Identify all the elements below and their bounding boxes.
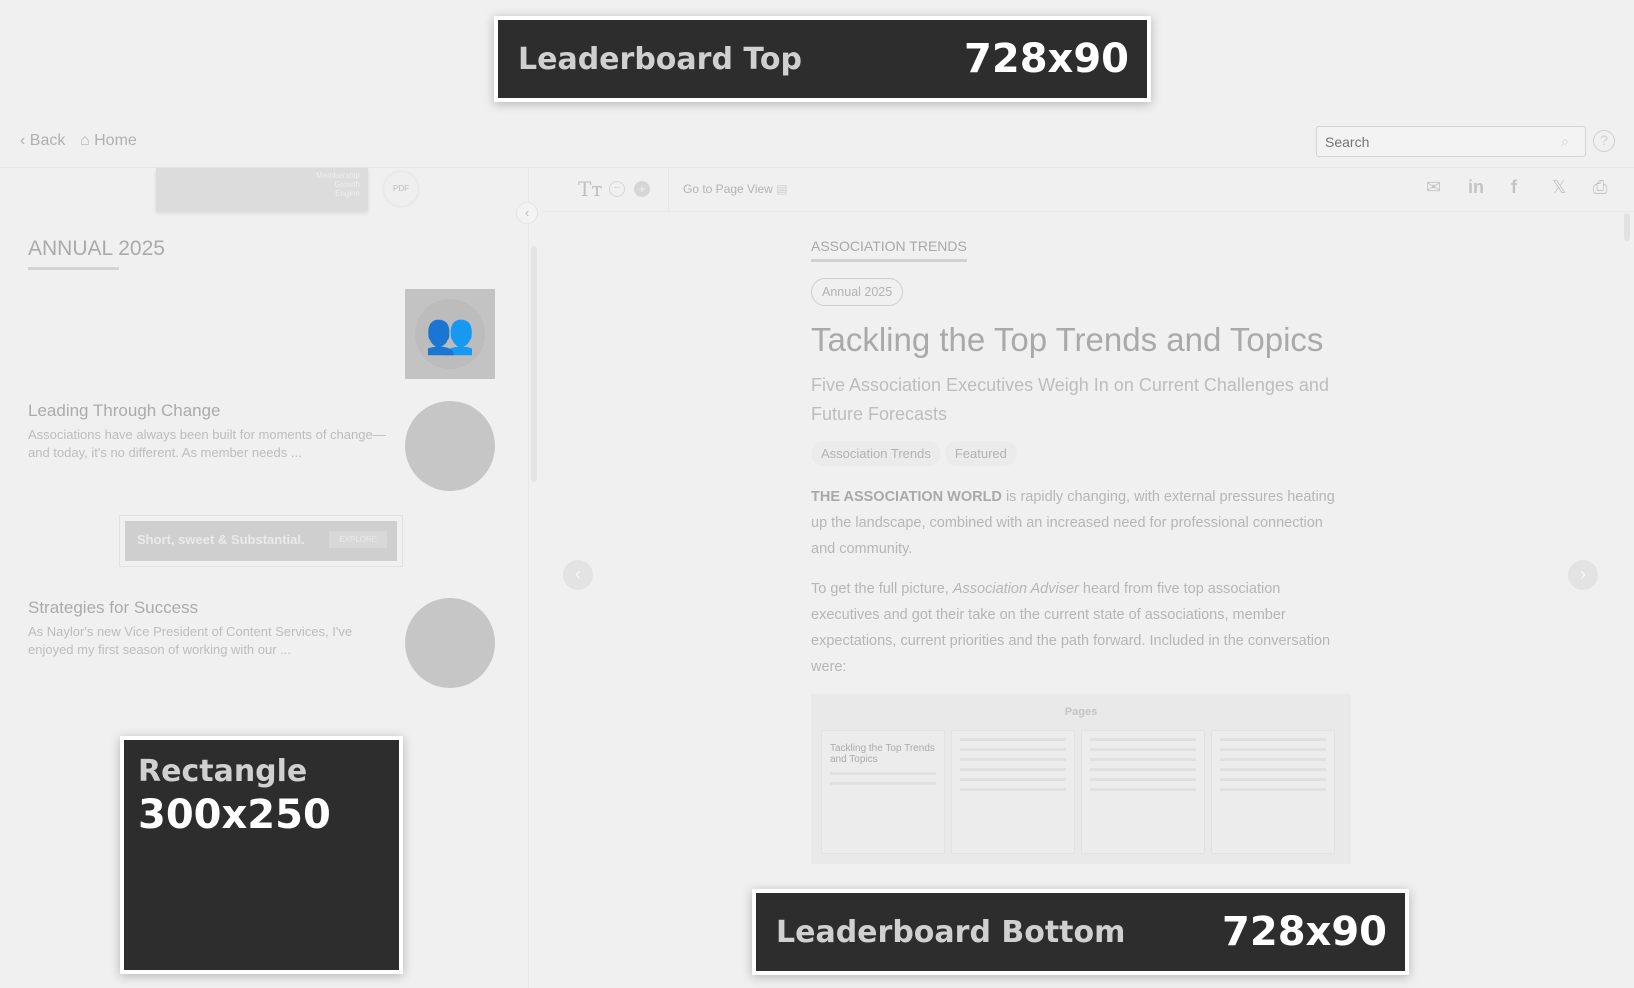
- x-icon[interactable]: 𝕏: [1552, 177, 1567, 197]
- author-photo: [405, 598, 495, 688]
- sidebar: Membership Growth Engine PDF ‹ ANNUAL 20…: [0, 168, 538, 733]
- pdf-icon: PDF: [393, 184, 409, 193]
- ad-label: Rectangle: [138, 754, 308, 789]
- page-view-label: Go to Page View: [683, 182, 773, 196]
- pages-carousel[interactable]: Pages Tackling the Top Trends and Topics: [811, 694, 1351, 864]
- list-item[interactable]: Leading Through Change Associations have…: [28, 401, 393, 462]
- thumb-title: Tackling the Top Trends and Topics: [830, 743, 935, 765]
- issue-cover-image[interactable]: Membership Growth Engine: [156, 168, 368, 211]
- article: ASSOCIATION TRENDS Annual 2025 Tackling …: [811, 238, 1351, 864]
- chevron-left-icon: ‹: [20, 132, 26, 149]
- paragraph-text: To get the full picture,: [811, 581, 953, 597]
- article-scrollbar[interactable]: [1624, 213, 1630, 241]
- home-label: Home: [94, 132, 137, 149]
- section-label[interactable]: ASSOCIATION TRENDS: [811, 238, 967, 262]
- paragraph-text: heard from five top association executiv…: [811, 581, 1331, 675]
- article-subtitle: Five Association Executives Weigh In on …: [811, 375, 1329, 424]
- help-icon[interactable]: ?: [1593, 130, 1615, 152]
- item-title: Strategies for Success: [28, 598, 199, 617]
- sidebar-scrollbar[interactable]: [531, 246, 537, 482]
- item-title: Leading Through Change: [28, 401, 221, 420]
- article-thumbnail[interactable]: 👥: [405, 289, 495, 379]
- page-thumbnail[interactable]: [1211, 730, 1335, 854]
- page-thumbnail[interactable]: [1081, 730, 1205, 854]
- ad-size: 728x90: [964, 36, 1129, 82]
- promo-banner[interactable]: Short, sweet & Substantial. EXPLORE: [119, 515, 403, 567]
- rectangle-ad[interactable]: Rectangle 300x250: [120, 736, 403, 974]
- email-icon[interactable]: ✉: [1426, 177, 1442, 197]
- back-label: Back: [29, 132, 66, 149]
- people-icon: 👥: [415, 299, 485, 369]
- toolbar-divider: [668, 168, 669, 212]
- title-underline: [28, 267, 119, 270]
- increase-text-button[interactable]: +: [634, 181, 650, 197]
- paragraph: THE ASSOCIATION WORLD is rapidly changin…: [811, 484, 1351, 562]
- pdf-button[interactable]: PDF: [384, 172, 418, 206]
- explore-button[interactable]: EXPLORE: [329, 531, 387, 548]
- home-link[interactable]: ⌂ Home: [80, 132, 137, 150]
- ad-label: Leaderboard Top: [518, 42, 802, 77]
- promo-text: Short, sweet & Substantial.: [137, 532, 305, 547]
- article-title: Tackling the Top Trends and Topics: [811, 321, 1324, 358]
- home-icon: ⌂: [80, 132, 90, 149]
- page-view-icon: ▤: [776, 182, 788, 196]
- leaderboard-top-ad[interactable]: Leaderboard Top 728x90: [494, 16, 1151, 102]
- issue-title: ANNUAL 2025: [28, 237, 165, 260]
- ad-size: 300x250: [138, 792, 331, 838]
- page-thumbnail[interactable]: [951, 730, 1075, 854]
- paragraph: To get the full picture, Association Adv…: [811, 576, 1351, 680]
- text-size-icon: Tт: [578, 177, 603, 201]
- previous-article-button[interactable]: ‹: [563, 560, 593, 590]
- next-article-button[interactable]: ›: [1568, 560, 1598, 590]
- top-nav-bar: [0, 118, 1634, 168]
- tag[interactable]: Featured: [944, 441, 1017, 466]
- decrease-text-button[interactable]: −: [609, 181, 625, 197]
- item-desc: Associations have always been built for …: [28, 427, 386, 460]
- print-icon[interactable]: ⎙: [1593, 177, 1608, 197]
- facebook-icon[interactable]: f: [1511, 177, 1517, 197]
- back-link[interactable]: ‹ Back: [20, 132, 65, 150]
- cover-text: Membership Growth Engine: [315, 171, 360, 198]
- divider: [528, 168, 529, 988]
- tag-list: Association Trends Featured: [811, 441, 1351, 466]
- author-photo: [405, 401, 495, 491]
- paragraph-text: is rapidly changing, with external press…: [811, 489, 1335, 557]
- pages-label: Pages: [1064, 706, 1098, 718]
- tag[interactable]: Association Trends: [811, 441, 941, 466]
- item-desc: As Naylor's new Vice President of Conten…: [28, 624, 353, 657]
- issue-badge[interactable]: Annual 2025: [811, 278, 904, 306]
- list-item[interactable]: Strategies for Success As Naylor's new V…: [28, 598, 393, 659]
- article-toolbar: Tт − + Go to Page View ▤ ✉ in f 𝕏 ⎙: [543, 168, 1634, 212]
- publication-name: Association Adviser: [952, 581, 1079, 597]
- collapse-sidebar-button[interactable]: ‹: [516, 202, 538, 224]
- lead-in: THE ASSOCIATION WORLD: [811, 489, 1002, 505]
- page-thumbnail[interactable]: Tackling the Top Trends and Topics: [821, 730, 945, 854]
- leaderboard-bottom-ad[interactable]: Leaderboard Bottom 728x90: [752, 889, 1409, 975]
- search-input[interactable]: [1316, 126, 1586, 157]
- page-view-button[interactable]: Go to Page View ▤: [683, 182, 788, 196]
- search-icon[interactable]: ⌕: [1561, 133, 1569, 149]
- linkedin-icon[interactable]: in: [1468, 177, 1484, 197]
- ad-label: Leaderboard Bottom: [776, 915, 1126, 950]
- ad-size: 728x90: [1222, 909, 1387, 955]
